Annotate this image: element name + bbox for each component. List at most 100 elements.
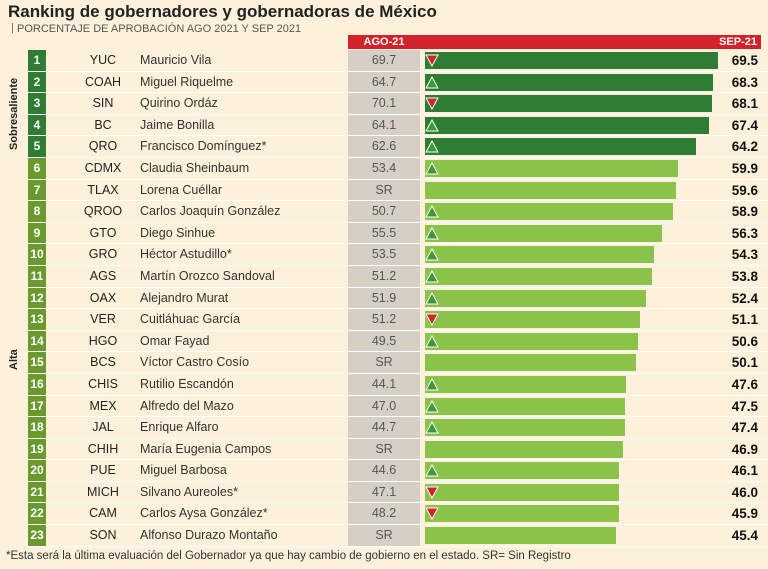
sep-value: 46.0: [731, 484, 758, 500]
table-row: 4 BC Jaime Bonilla 64.1 67.4: [28, 114, 768, 137]
trend-down-icon: [425, 54, 439, 67]
rank-number: 10: [28, 244, 46, 265]
sep-value: 68.1: [731, 96, 758, 112]
sep-value: 50.1: [731, 355, 758, 371]
governor-name: Alejandro Murat: [140, 290, 229, 305]
chart-title: Ranking de gobernadores y gobernadoras d…: [8, 2, 437, 21]
state-code: QRO: [88, 139, 118, 154]
group-label-alta: Alta: [8, 349, 20, 370]
governor-name: Claudia Sheinbaum: [140, 160, 250, 175]
sep-value: 51.1: [731, 312, 758, 328]
ago-value: 53.5: [348, 244, 420, 265]
ago-value: 44.1: [348, 373, 420, 395]
ago-value: 50.7: [348, 201, 420, 222]
state-code: CHIH: [87, 441, 119, 456]
ago-value: SR: [348, 179, 420, 201]
ago-value: 64.1: [348, 114, 420, 136]
sep-value: 47.6: [731, 376, 758, 392]
table-row: 13 VER Cuitláhuac García 51.2 51.1: [28, 309, 768, 331]
table-row: 10 GRO Héctor Astudillo* 53.5 54.3: [28, 244, 768, 266]
ago-value: SR: [348, 352, 420, 373]
governor-name: Héctor Astudillo*: [140, 247, 232, 262]
governor-name: Rutilio Escandón: [140, 376, 234, 391]
table-row: 22 CAM Carlos Aysa González* 48.2 45.9: [28, 503, 768, 526]
ago-value: 53.4: [348, 157, 420, 179]
state-code: BCS: [90, 355, 116, 370]
rank-number: 6: [28, 157, 46, 179]
rank-number: 1: [28, 50, 46, 71]
rank-number: 3: [28, 93, 46, 114]
state-code: CHIS: [88, 376, 118, 391]
state-code: AGS: [89, 268, 117, 283]
sep-value: 46.1: [731, 463, 758, 479]
rank-number: 7: [28, 179, 46, 201]
rank-number: 15: [28, 352, 46, 373]
table-row: 18 JAL Enrique Alfaro 44.7 47.4: [28, 417, 768, 439]
state-code: JAL: [92, 420, 114, 435]
state-code: COAH: [84, 74, 122, 89]
state-code: PUE: [90, 463, 116, 478]
sep-value: 56.3: [731, 225, 758, 241]
sep-value: 47.4: [731, 420, 758, 436]
table-row: 2 COAH Miguel Riquelme 64.7 68.3: [28, 71, 768, 94]
table-row: 21 MICH Silvano Aureoles* 47.1 46.0: [28, 481, 768, 504]
governor-name: Miguel Barbosa: [140, 463, 227, 478]
sep-bar: [425, 116, 710, 134]
sep-bar: [425, 419, 625, 437]
ago-value: 44.7: [348, 417, 420, 438]
group-label-sobresaliente: Sobresaliente: [8, 77, 20, 150]
state-code: CDMX: [84, 160, 122, 175]
sep-value: 69.5: [731, 53, 758, 68]
sep-bar: [425, 397, 626, 415]
footnote: *Esta será la última evaluación del Gobe…: [6, 550, 571, 562]
trend-up-icon: [425, 269, 439, 283]
sep-bar: [425, 246, 654, 264]
table-row: 19 CHIH María Eugenia Campos SR 46.9: [28, 438, 768, 461]
table-row: 11 AGS Martín Orozco Sandoval 51.2 53.8: [28, 265, 768, 288]
sep-bar: [425, 375, 626, 393]
sep-value: 64.2: [731, 139, 758, 155]
sep-bar: [425, 181, 677, 199]
rank-number: 20: [28, 460, 46, 481]
table-row: 7 TLAX Lorena Cuéllar SR 59.6: [28, 179, 768, 202]
sep-bar: [425, 440, 623, 458]
sep-value: 50.6: [731, 333, 758, 349]
trend-up-icon: [425, 421, 439, 434]
governor-name: Quirino Ordáz: [140, 96, 218, 111]
governor-name: Carlos Joaquín González: [140, 204, 281, 219]
governor-name: Enrique Alfaro: [140, 420, 219, 435]
table-row: 16 CHIS Rutilio Escandón 44.1 47.6: [28, 373, 768, 396]
sep-bar: [425, 311, 641, 329]
state-code: SON: [89, 528, 117, 543]
sep-bar: [425, 203, 674, 221]
table-row: 9 GTO Diego Sinhue 55.5 56.3: [28, 222, 768, 245]
sep-value: 45.9: [731, 506, 758, 522]
table-row: 6 CDMX Claudia Sheinbaum 53.4 59.9: [28, 157, 768, 180]
state-code: TLAX: [87, 182, 119, 197]
trend-up-icon: [425, 399, 439, 412]
governor-name: Alfredo del Mazo: [140, 398, 234, 413]
trend-up-icon: [425, 334, 439, 348]
governor-name: Alfonso Durazo Montaño: [140, 528, 278, 543]
rank-number: 19: [28, 438, 46, 460]
sep-value: 53.8: [731, 268, 758, 284]
trend-up-icon: [425, 464, 439, 477]
ago-value: 62.6: [348, 136, 420, 157]
ago-value: 64.7: [348, 71, 420, 93]
trend-up-icon: [425, 226, 439, 240]
rank-number: 11: [28, 265, 46, 287]
rank-number: 5: [28, 136, 46, 157]
sep-bar: [425, 267, 652, 285]
ago-value: 47.0: [348, 395, 420, 417]
ago-value: 47.1: [348, 481, 420, 503]
sep-value: 59.6: [731, 182, 758, 198]
subtitle-text: PORCENTAJE DE APROBACIÓN AGO 2021 Y SEP …: [17, 23, 302, 35]
ago-value: 51.2: [348, 309, 420, 330]
governor-name: Carlos Aysa González*: [140, 506, 268, 521]
sep-value: 45.4: [731, 528, 758, 544]
table-row: 8 QROO Carlos Joaquín González 50.7 58.9: [28, 201, 768, 223]
rank-number: 8: [28, 201, 46, 222]
rank-number: 17: [28, 395, 46, 417]
ago-value: 51.2: [348, 265, 420, 287]
sep-bar: [425, 159, 678, 177]
